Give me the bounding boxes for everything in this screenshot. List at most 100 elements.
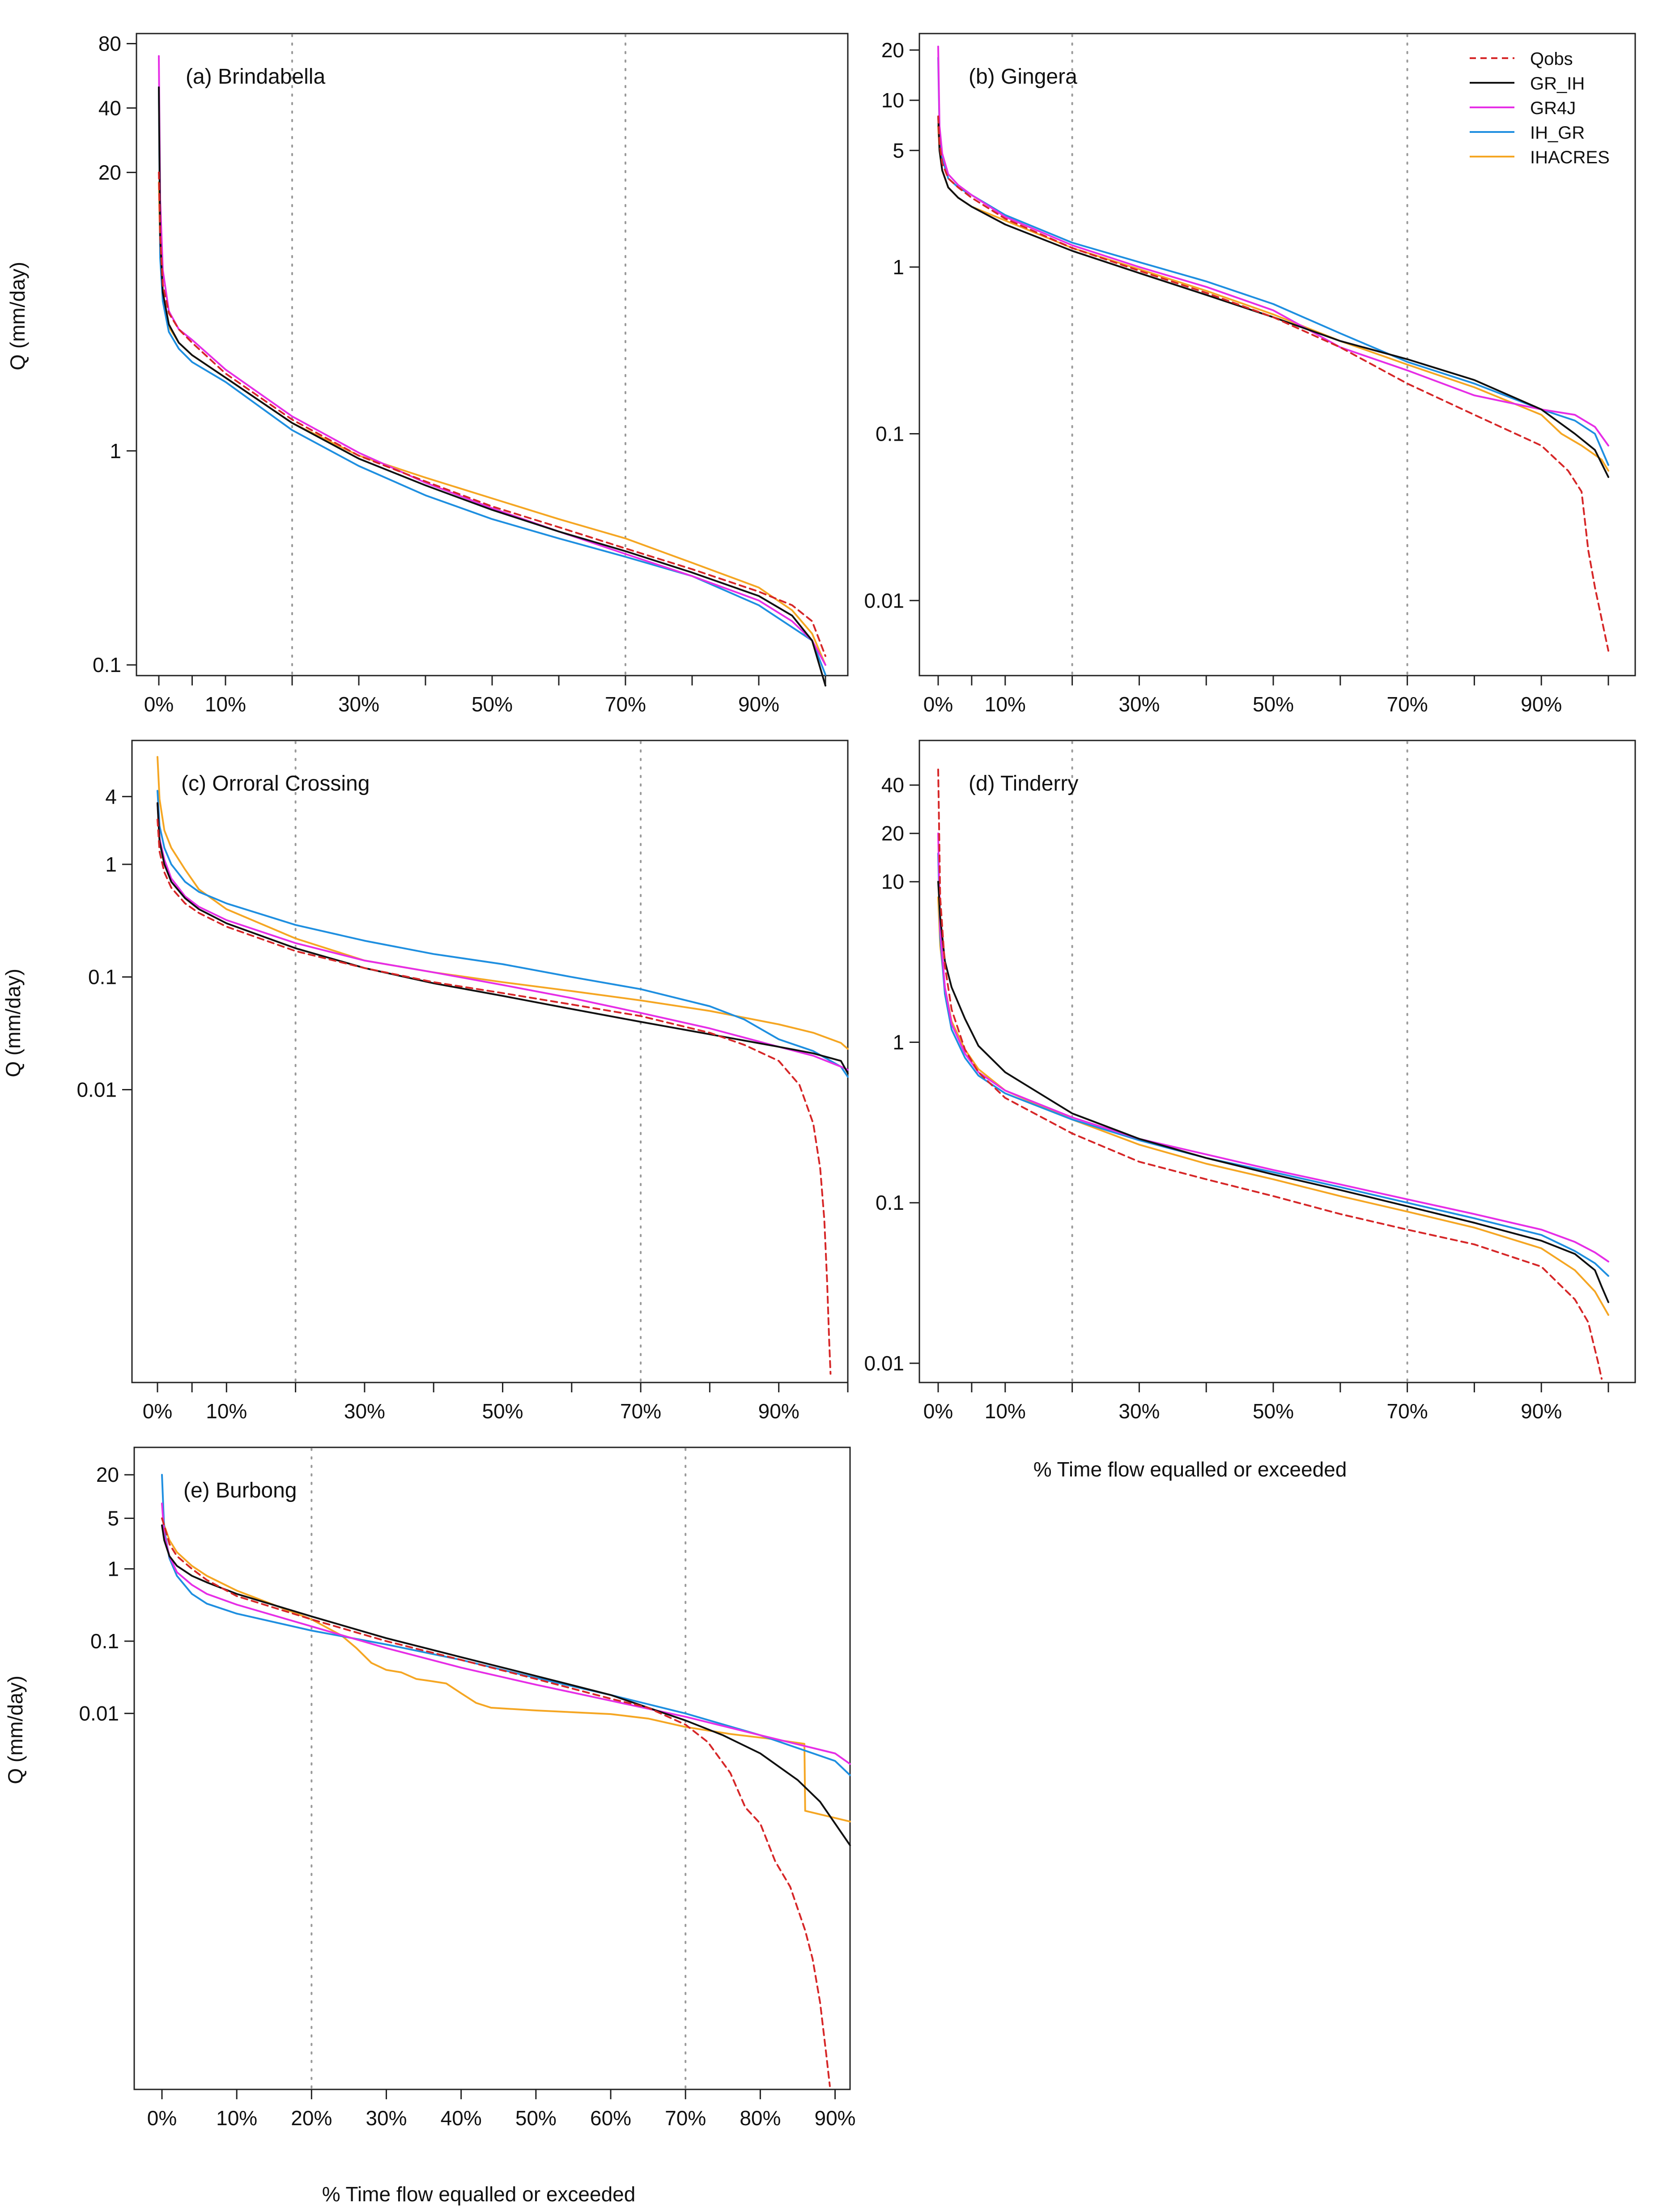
x-tick-label: 50% xyxy=(472,693,513,716)
y-tick-label: 0.1 xyxy=(90,1629,119,1653)
panel-e: 0% 10% 20% 30% 40% 50% 60% 70% 80% 90% 0.01 0.1 1 5 20… xyxy=(4,1446,856,2130)
x-tick-label: 90% xyxy=(1521,693,1562,716)
panel-c: 0% 10% 30% 50% 70% 90% 0.01 0.1 1 4 Q (mm/day) (c) … xyxy=(1,740,849,1423)
y-tick-label: 0.1 xyxy=(876,1191,904,1214)
x-tick-label: 30% xyxy=(344,1400,385,1423)
series-line-qobs xyxy=(158,171,826,657)
y-tick-label: 80 xyxy=(98,32,121,55)
series-line-gr-ih xyxy=(937,881,1609,1303)
y-tick-label: 4 xyxy=(105,785,117,808)
x-tick-label: 0% xyxy=(923,1400,953,1423)
y-tick-label: 0.01 xyxy=(79,1702,119,1725)
series-line-ih-gr xyxy=(158,86,826,676)
legend-label: IH_GR xyxy=(1530,123,1585,143)
x-tick-label: 10% xyxy=(985,1400,1026,1423)
legend: Qobs GR_IH GR4J IH_GR IHACRES xyxy=(1470,49,1610,167)
x-tick-label: 40% xyxy=(441,2106,482,2130)
y-tick-label: 40 xyxy=(881,774,904,797)
x-tick-label: 0% xyxy=(143,1400,172,1423)
x-tick-label: 70% xyxy=(1387,1400,1428,1423)
y-axis-label: Q (mm/day) xyxy=(4,1676,27,1784)
x-tick-label: 30% xyxy=(338,693,379,716)
x-tick-label: 10% xyxy=(206,1400,247,1423)
series-line-qobs xyxy=(161,1517,831,2087)
x-tick-label: 90% xyxy=(738,693,779,716)
legend-label: GR_IH xyxy=(1530,74,1585,94)
x-tick-label: 70% xyxy=(605,693,646,716)
series-line-ih-gr xyxy=(157,790,849,1078)
y-tick-label: 10 xyxy=(881,870,904,893)
x-tick-label: 20% xyxy=(291,2106,332,2130)
legend-label: Qobs xyxy=(1530,49,1573,69)
y-tick-label: 0.1 xyxy=(93,653,121,676)
y-tick-label: 5 xyxy=(107,1507,119,1530)
x-tick-label: 0% xyxy=(147,2106,177,2130)
series-line-gr-ih xyxy=(937,115,1609,478)
x-tick-label: 10% xyxy=(216,2106,257,2130)
x-tick-label: 10% xyxy=(205,693,246,716)
x-tick-label: 90% xyxy=(758,1400,799,1423)
plot-frame xyxy=(918,740,1636,1383)
series-line-gr4j xyxy=(937,832,1609,1263)
series-line-qobs xyxy=(937,768,1603,1380)
x-tick-label: 30% xyxy=(1118,1400,1160,1423)
y-tick-label: 40 xyxy=(98,96,121,119)
x-tick-label: 30% xyxy=(1118,693,1160,716)
y-axis-label: Q (mm/day) xyxy=(6,262,29,370)
panel-title: (d) Tinderry xyxy=(969,772,1078,795)
legend-label: IHACRES xyxy=(1530,148,1610,167)
panel-title: (c) Orroral Crossing xyxy=(181,772,370,795)
y-tick-label: 1 xyxy=(105,853,117,876)
series-line-gr4j xyxy=(161,1502,851,1765)
x-tick-label: 50% xyxy=(515,2106,557,2130)
legend-label: GR4J xyxy=(1530,98,1576,118)
x-tick-label: 10% xyxy=(985,693,1026,716)
x-tick-label: 50% xyxy=(1253,1400,1294,1423)
x-tick-label: 90% xyxy=(1521,1400,1562,1423)
x-tick-label: 60% xyxy=(590,2106,631,2130)
series-line-gr-ih xyxy=(158,86,826,687)
y-tick-label: 20 xyxy=(881,822,904,845)
panel-title: (b) Gingera xyxy=(969,65,1077,89)
y-tick-label: 20 xyxy=(881,38,904,62)
y-tick-label: 5 xyxy=(893,139,904,162)
plot-frame xyxy=(133,1446,851,2090)
x-tick-label: 80% xyxy=(740,2106,781,2130)
series-line-gr-ih xyxy=(157,802,849,1074)
y-tick-label: 0.1 xyxy=(876,422,904,446)
x-tick-label: 0% xyxy=(923,693,953,716)
panel-b: 0% 10% 30% 50% 70% 90% 0.01 0.1 1 5 10 20 (b) Ginger… xyxy=(864,33,1636,716)
y-tick-label: 20 xyxy=(96,1463,119,1486)
y-tick-label: 0.01 xyxy=(864,1352,904,1375)
x-axis-label-panel-e: % Time flow equalled or exceeded xyxy=(322,2182,636,2206)
panel-d: 0% 10% 30% 50% 70% 90% 0.01 0.1 1 10 20 40 (d) Tinde… xyxy=(864,740,1636,1423)
y-tick-label: 1 xyxy=(893,255,904,279)
x-axis-label-panel-d: % Time flow equalled or exceeded xyxy=(1033,1458,1347,1481)
panel-a: 0% 10% 30% 50% 70% 90% 0.1 1 20 40 80 Q (mm/day) (a)… xyxy=(6,32,849,716)
series-line-ihacres xyxy=(161,1502,851,1823)
x-tick-label: 90% xyxy=(815,2106,856,2130)
y-axis-label: Q (mm/day) xyxy=(1,969,25,1077)
x-tick-label: 50% xyxy=(482,1400,523,1423)
series-line-gr4j xyxy=(937,46,1609,447)
y-tick-label: 0.01 xyxy=(864,589,904,612)
y-tick-label: 1 xyxy=(107,1557,119,1580)
y-tick-label: 1 xyxy=(110,439,121,463)
y-tick-label: 1 xyxy=(893,1030,904,1054)
panel-title: (e) Burbong xyxy=(183,1479,297,1502)
series-line-qobs xyxy=(937,115,1609,652)
x-tick-label: 30% xyxy=(366,2106,407,2130)
y-tick-label: 0.1 xyxy=(88,966,117,989)
x-tick-label: 50% xyxy=(1253,693,1294,716)
y-tick-label: 10 xyxy=(881,89,904,112)
plot-frame xyxy=(131,740,849,1383)
series-line-qobs xyxy=(157,818,832,1375)
x-tick-label: 70% xyxy=(665,2106,706,2130)
y-tick-label: 0.01 xyxy=(77,1078,117,1101)
x-tick-label: 70% xyxy=(620,1400,661,1423)
x-tick-label: 0% xyxy=(144,693,174,716)
panel-title: (a) Brindabella xyxy=(186,65,325,89)
series-line-gr-ih xyxy=(161,1524,851,1846)
